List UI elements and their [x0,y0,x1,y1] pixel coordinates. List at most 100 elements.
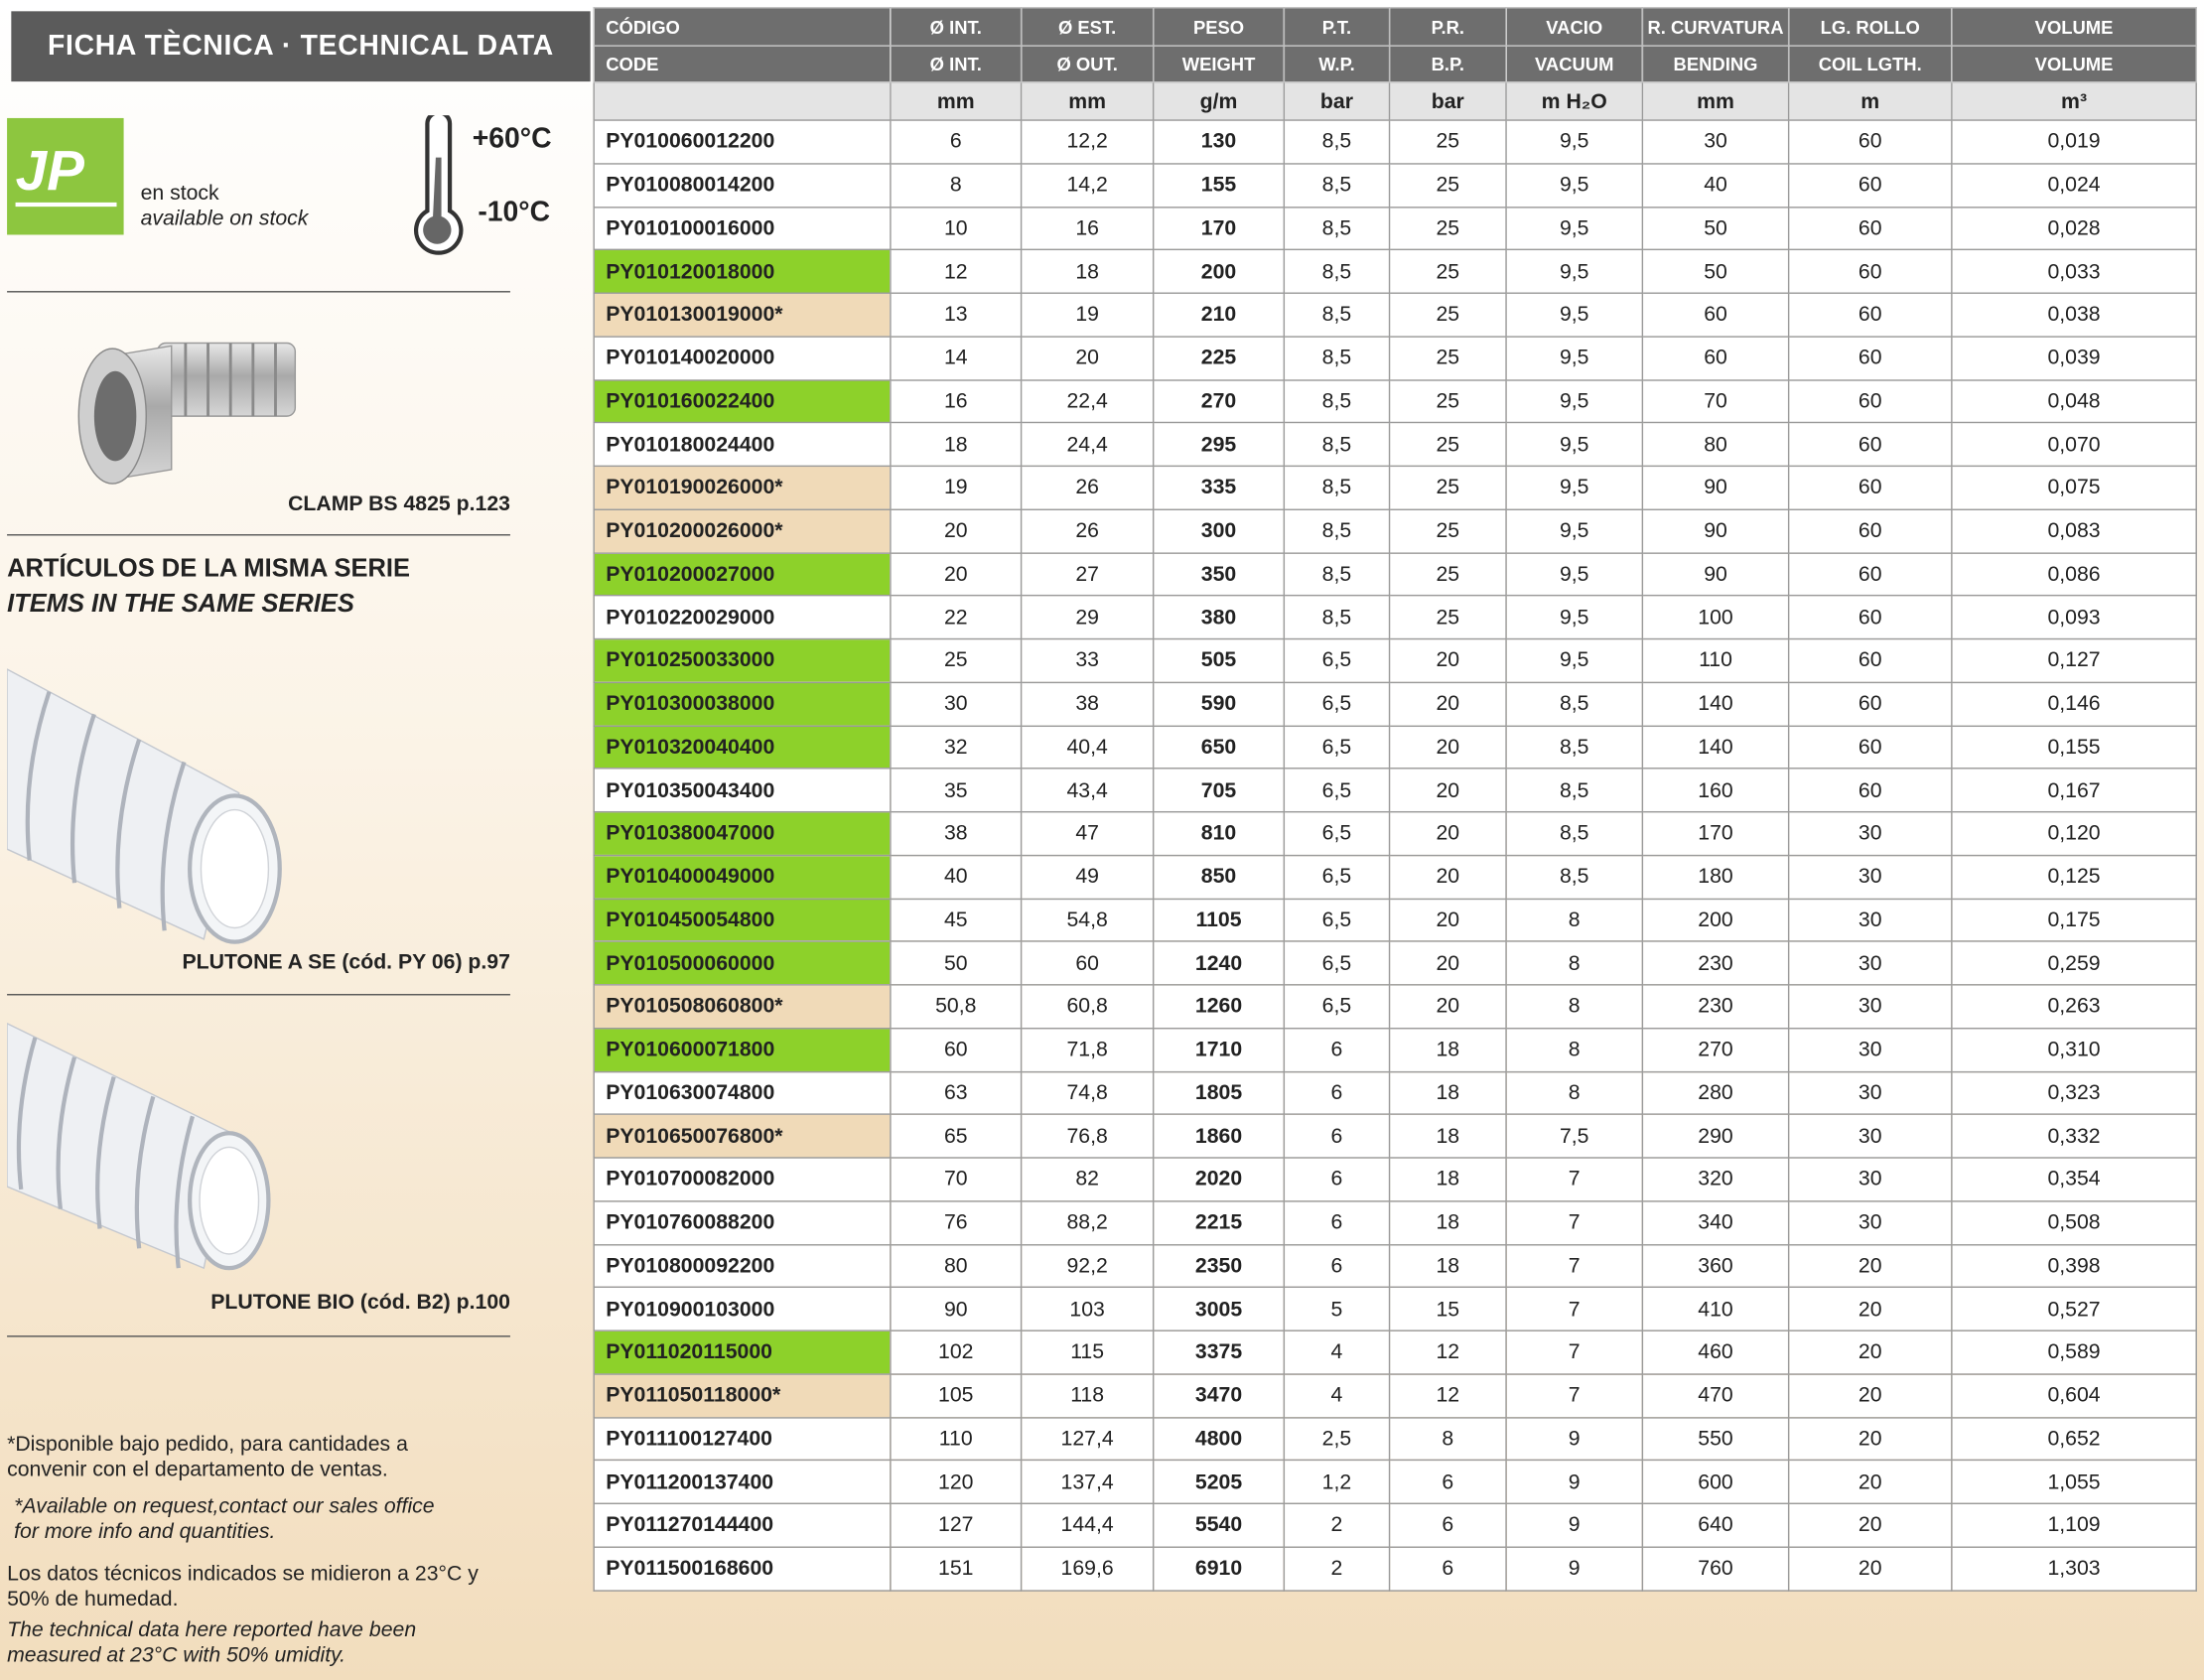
data-cell: 170 [1641,810,1790,856]
data-cell: 2,5 [1283,1416,1391,1462]
data-cell: 290 [1641,1113,1790,1159]
data-cell: 127,4 [1020,1416,1155,1462]
data-cell: 20 [1388,854,1507,900]
data-cell: 25 [1388,292,1507,338]
data-cell: 13 [890,292,1023,338]
code-cell: PY010060012200 [593,119,892,165]
data-cell: 90 [1641,465,1790,510]
data-cell: 1,055 [1951,1460,2197,1505]
logo-stripe [15,202,117,208]
data-cell: 8 [1505,984,1644,1030]
data-row: PY011200137400 120 137,4 5205 1,2 6 9 600 20 1,05… [593,1460,2197,1505]
data-cell: 40 [890,854,1023,900]
data-cell: 20 [1388,724,1507,770]
data-cell: 0,332 [1951,1113,2197,1159]
note: *Available on request,contact our sales … [14,1494,435,1544]
code-cell: PY010300038000 [593,681,892,727]
data-cell: 8,5 [1283,292,1391,338]
data-row: PY011020115000 102 115 3375 4 12 7 460 20 0,589 [593,1330,2197,1375]
code-cell: PY011100127400 [593,1416,892,1462]
data-cell: 20 [890,551,1023,597]
data-cell: 6910 [1152,1546,1286,1592]
code-cell: PY010500060000 [593,940,892,986]
data-row: PY010140020000 14 20 225 8,5 25 9,5 60 60 0,039 [593,336,2197,380]
data-cell: 1,2 [1283,1460,1391,1505]
data-cell: 8,5 [1283,378,1391,424]
data-cell: 60 [1787,248,1953,294]
data-cell: 160 [1641,768,1790,813]
divider [7,994,510,996]
data-cell: 140 [1641,724,1790,770]
data-cell: 15 [1388,1286,1507,1331]
data-row: PY010760088200 76 88,2 2215 6 18 7 340 30 0,508 [593,1199,2197,1245]
code-cell: PY010760088200 [593,1199,892,1245]
data-cell: 1,109 [1951,1502,2197,1548]
note: The technical data here reported have be… [7,1617,417,1668]
data-cell: 0,354 [1951,1157,2197,1202]
data-cell: 9,5 [1505,595,1644,640]
data-cell: 6,5 [1283,724,1391,770]
technical-table: CÓDIGO Ø INT. Ø EST. PESO P.T. P.R. VACIO R. CU… [593,7,2197,1592]
data-cell: 70 [1641,378,1790,424]
data-cell: 30 [1787,984,1953,1030]
data-cell: 8,5 [1283,162,1391,208]
data-cell: 1260 [1152,984,1286,1030]
stock-en: available on stock [140,207,309,231]
data-cell: 60 [1787,292,1953,338]
data-cell: 470 [1641,1372,1790,1418]
data-cell: 60 [1787,119,1953,165]
data-cell: 8,5 [1505,854,1644,900]
data-cell: 2020 [1152,1157,1286,1202]
header-cell: Ø INT. [890,7,1023,47]
data-cell: 12,2 [1020,119,1155,165]
data-row: PY010060012200 6 12,2 130 8,5 25 9,5 30 60 0,019 [593,119,2197,165]
header-cell: VACUUM [1505,45,1644,83]
data-cell: 6 [890,119,1023,165]
code-cell: PY010190026000* [593,465,892,510]
data-cell: 25 [890,637,1023,683]
data-cell: 9,5 [1505,422,1644,468]
data-cell: 76 [890,1199,1023,1245]
temperature-max: +60°C [472,123,552,155]
unit-cell: m H₂O [1505,81,1644,121]
data-cell: 50 [890,940,1023,986]
data-row: PY010250033000 25 33 505 6,5 20 9,5 110 60 0,127 [593,637,2197,683]
data-cell: 60 [1787,422,1953,468]
data-cell: 5540 [1152,1502,1286,1548]
data-cell: 12 [1388,1372,1507,1418]
data-row: PY010900103000 90 103 3005 5 15 7 410 20 0,527 [593,1286,2197,1331]
code-cell: PY010160022400 [593,378,892,424]
data-cell: 20 [1787,1460,1953,1505]
data-cell: 2350 [1152,1243,1286,1289]
data-cell: 550 [1641,1416,1790,1462]
data-cell: 60 [1020,940,1155,986]
data-cell: 60 [1787,206,1953,251]
data-cell: 18 [1388,1113,1507,1159]
data-cell: 20 [1787,1372,1953,1418]
data-cell: 18 [1388,1070,1507,1116]
data-cell: 102 [890,1330,1023,1375]
unit-cell: m³ [1951,81,2197,121]
data-cell: 5205 [1152,1460,1286,1505]
data-cell: 3375 [1152,1330,1286,1375]
data-cell: 74,8 [1020,1070,1155,1116]
data-cell: 60 [1787,724,1953,770]
code-cell: PY010450054800 [593,898,892,943]
data-cell: 7 [1505,1372,1644,1418]
data-cell: 1860 [1152,1113,1286,1159]
data-cell: 505 [1152,637,1286,683]
data-cell: 26 [1020,508,1155,554]
data-cell: 25 [1388,248,1507,294]
data-cell: 0,033 [1951,248,2197,294]
data-cell: 20 [1388,810,1507,856]
data-cell: 20 [1388,940,1507,986]
data-cell: 6 [1283,1070,1391,1116]
data-cell: 45 [890,898,1023,943]
data-cell: 0,070 [1951,422,2197,468]
code-cell: PY010250033000 [593,637,892,683]
code-cell: PY010200027000 [593,551,892,597]
data-row: PY010220029000 22 29 380 8,5 25 9,5 100 60 0,093 [593,595,2197,640]
data-cell: 65 [890,1113,1023,1159]
data-cell: 9,5 [1505,465,1644,510]
data-cell: 2215 [1152,1199,1286,1245]
